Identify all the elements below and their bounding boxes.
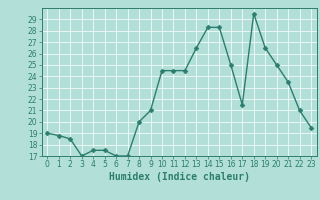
X-axis label: Humidex (Indice chaleur): Humidex (Indice chaleur) <box>109 172 250 182</box>
